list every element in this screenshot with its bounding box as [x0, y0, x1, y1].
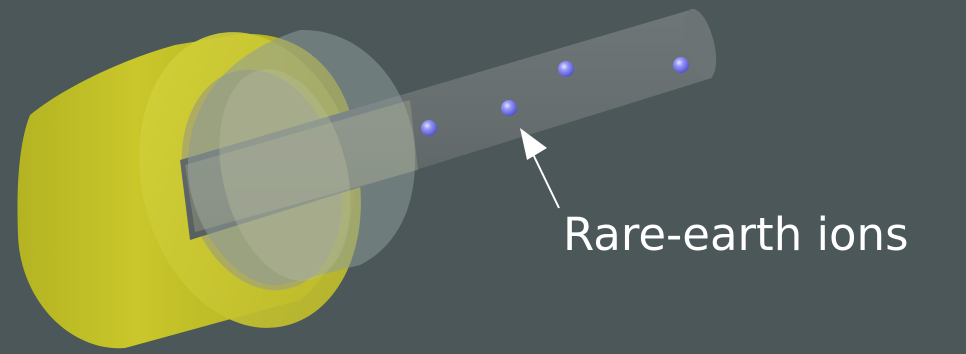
fiber-rod-end	[683, 8, 717, 80]
fiber-core-through	[185, 100, 418, 232]
ion-dot	[673, 57, 689, 73]
pointer-arrow	[520, 128, 560, 209]
ion-dot	[421, 120, 437, 136]
ion-dot	[501, 100, 517, 116]
ion-group	[421, 57, 689, 136]
ions-label: Rare-earth ions	[563, 208, 909, 261]
glass-sleeve	[187, 29, 416, 286]
glass-sleeve-face	[219, 69, 351, 281]
ion-dot	[558, 61, 574, 77]
